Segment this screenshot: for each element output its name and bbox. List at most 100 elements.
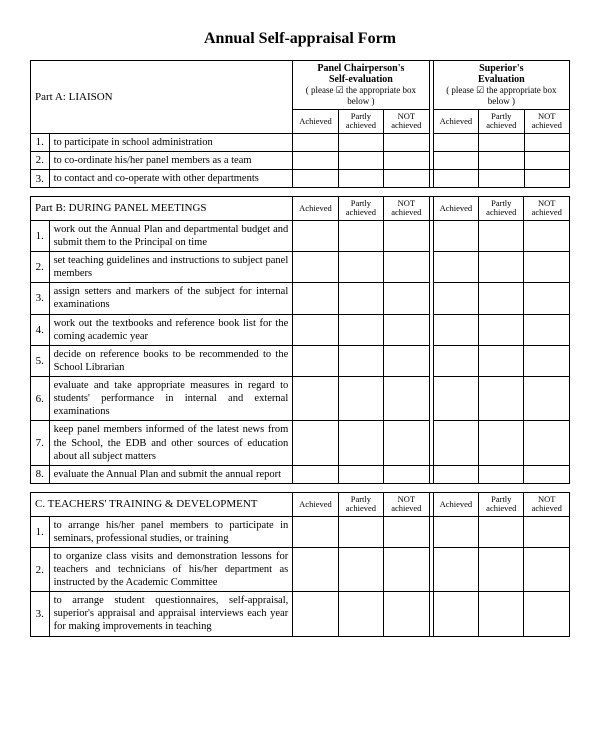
checkbox-cell[interactable]	[524, 220, 570, 251]
checkbox-cell[interactable]	[524, 547, 570, 591]
checkbox-cell[interactable]	[293, 220, 338, 251]
checkbox-cell[interactable]	[524, 133, 570, 151]
checkbox-cell[interactable]	[384, 283, 429, 314]
col-achieved: Achieved	[293, 110, 338, 134]
checkbox-cell[interactable]	[384, 252, 429, 283]
checkbox-cell[interactable]	[384, 377, 429, 421]
section-c-table: C. TEACHERS' TRAINING & DEVELOPMENT Achi…	[30, 492, 570, 637]
checkbox-cell[interactable]	[384, 421, 429, 465]
table-row: 2.to organize class visits and demonstra…	[31, 547, 570, 591]
checkbox-cell[interactable]	[384, 465, 429, 483]
checkbox-cell[interactable]	[338, 345, 383, 376]
checkbox-cell[interactable]	[293, 252, 338, 283]
checkbox-cell[interactable]	[524, 592, 570, 636]
table-row: 2. to co-ordinate his/her panel members …	[31, 151, 570, 169]
checkbox-cell[interactable]	[293, 133, 338, 151]
col-partly: Partly achieved	[338, 110, 383, 134]
checkbox-cell[interactable]	[338, 465, 383, 483]
checkbox-cell[interactable]	[433, 314, 478, 345]
table-row: 3. to contact and co-operate with other …	[31, 169, 570, 187]
section-b-table: Part B: DURING PANEL MEETINGS Achieved P…	[30, 196, 570, 484]
checkbox-cell[interactable]	[524, 345, 570, 376]
checkbox-cell[interactable]	[433, 283, 478, 314]
table-row: 5.decide on reference books to be recomm…	[31, 345, 570, 376]
checkbox-cell[interactable]	[338, 252, 383, 283]
checkbox-cell[interactable]	[384, 592, 429, 636]
checkbox-cell[interactable]	[384, 314, 429, 345]
checkbox-cell[interactable]	[433, 220, 478, 251]
checkbox-cell[interactable]	[338, 220, 383, 251]
checkbox-cell[interactable]	[338, 169, 383, 187]
checkbox-cell[interactable]	[433, 151, 478, 169]
checkbox-cell[interactable]	[433, 169, 478, 187]
checkbox-cell[interactable]	[293, 592, 338, 636]
checkbox-cell[interactable]	[524, 421, 570, 465]
checkbox-cell[interactable]	[479, 345, 524, 376]
checkbox-cell[interactable]	[524, 314, 570, 345]
table-row: 2.set teaching guidelines and instructio…	[31, 252, 570, 283]
checkbox-cell[interactable]	[524, 283, 570, 314]
checkbox-cell[interactable]	[293, 283, 338, 314]
checkbox-cell[interactable]	[384, 169, 429, 187]
checkbox-cell[interactable]	[338, 516, 383, 547]
checkbox-cell[interactable]	[479, 465, 524, 483]
checkbox-cell[interactable]	[433, 133, 478, 151]
checkbox-cell[interactable]	[293, 169, 338, 187]
checkbox-cell[interactable]	[338, 421, 383, 465]
table-row: 7.keep panel members informed of the lat…	[31, 421, 570, 465]
checkbox-cell[interactable]	[479, 252, 524, 283]
checkbox-cell[interactable]	[479, 169, 524, 187]
checkbox-cell[interactable]	[479, 220, 524, 251]
checkbox-cell[interactable]	[479, 421, 524, 465]
checkbox-cell[interactable]	[524, 465, 570, 483]
checkbox-cell[interactable]	[293, 516, 338, 547]
checkbox-cell[interactable]	[524, 252, 570, 283]
checkbox-cell[interactable]	[338, 377, 383, 421]
checkbox-cell[interactable]	[479, 592, 524, 636]
checkbox-cell[interactable]	[479, 314, 524, 345]
checkbox-cell[interactable]	[433, 465, 478, 483]
checkbox-cell[interactable]	[384, 516, 429, 547]
checkbox-cell[interactable]	[524, 516, 570, 547]
superior-eval-header: Superior's Evaluation ( please ☑ the app…	[433, 61, 569, 110]
checkbox-cell[interactable]	[338, 547, 383, 591]
checkbox-cell[interactable]	[338, 592, 383, 636]
checkbox-cell[interactable]	[384, 133, 429, 151]
checkbox-cell[interactable]	[293, 547, 338, 591]
checkbox-cell[interactable]	[433, 377, 478, 421]
section-a-label: Part A: LIAISON	[31, 61, 293, 134]
checkbox-cell[interactable]	[433, 421, 478, 465]
checkbox-cell[interactable]	[479, 516, 524, 547]
checkbox-cell[interactable]	[293, 377, 338, 421]
checkbox-cell[interactable]	[384, 345, 429, 376]
checkbox-cell[interactable]	[433, 592, 478, 636]
checkbox-cell[interactable]	[338, 283, 383, 314]
checkbox-cell[interactable]	[479, 151, 524, 169]
checkbox-cell[interactable]	[479, 377, 524, 421]
checkbox-cell[interactable]	[433, 252, 478, 283]
checkbox-cell[interactable]	[293, 314, 338, 345]
checkbox-cell[interactable]	[293, 421, 338, 465]
checkbox-cell[interactable]	[433, 547, 478, 591]
checkbox-cell[interactable]	[384, 547, 429, 591]
checkbox-cell[interactable]	[524, 169, 570, 187]
checkbox-cell[interactable]	[479, 133, 524, 151]
table-row: 1. to participate in school administrati…	[31, 133, 570, 151]
checkbox-cell[interactable]	[293, 151, 338, 169]
checkbox-cell[interactable]	[524, 151, 570, 169]
checkbox-cell[interactable]	[338, 314, 383, 345]
checkbox-cell[interactable]	[293, 345, 338, 376]
checkbox-cell[interactable]	[384, 220, 429, 251]
checkbox-cell[interactable]	[479, 283, 524, 314]
table-row: 3.to arrange student questionnaires, sel…	[31, 592, 570, 636]
checkbox-cell[interactable]	[338, 151, 383, 169]
checkbox-cell[interactable]	[433, 345, 478, 376]
checkbox-cell[interactable]	[384, 151, 429, 169]
checkbox-cell[interactable]	[338, 133, 383, 151]
section-a-table: Part A: LIAISON Panel Chairperson's Self…	[30, 60, 570, 188]
checkbox-cell[interactable]	[433, 516, 478, 547]
checkbox-cell[interactable]	[524, 377, 570, 421]
checkbox-cell[interactable]	[293, 465, 338, 483]
table-row: 1.to arrange his/her panel members to pa…	[31, 516, 570, 547]
checkbox-cell[interactable]	[479, 547, 524, 591]
